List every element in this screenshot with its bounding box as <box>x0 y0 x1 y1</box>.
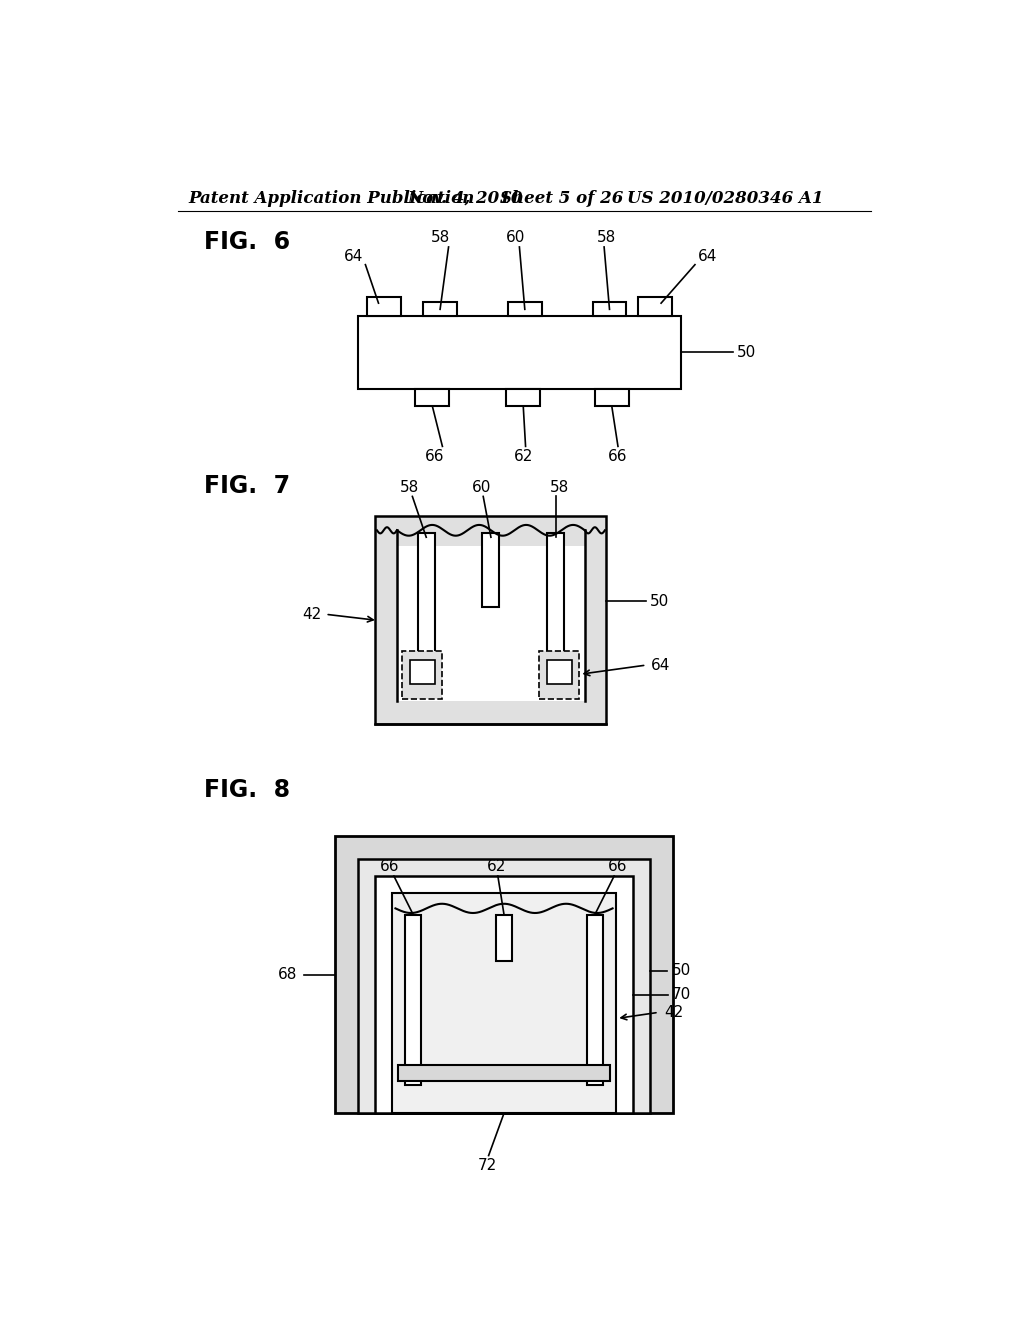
Bar <box>540 651 580 700</box>
Text: 50: 50 <box>736 345 756 360</box>
Text: 64: 64 <box>344 248 364 264</box>
Bar <box>376 516 606 725</box>
Text: 50: 50 <box>672 964 691 978</box>
Text: Sheet 5 of 26: Sheet 5 of 26 <box>500 190 624 207</box>
Bar <box>357 859 650 1113</box>
Text: 70: 70 <box>672 987 691 1002</box>
Text: Patent Application Publication: Patent Application Publication <box>188 190 475 207</box>
Text: 58: 58 <box>550 479 569 495</box>
Bar <box>375 876 634 1113</box>
Text: 68: 68 <box>279 968 298 982</box>
Text: 66: 66 <box>425 449 444 463</box>
Bar <box>416 389 450 407</box>
Text: 66: 66 <box>380 859 399 874</box>
Text: 58: 58 <box>399 479 419 495</box>
Bar <box>367 297 400 317</box>
Text: 42: 42 <box>665 1005 683 1020</box>
Text: FIG.  6: FIG. 6 <box>204 230 290 253</box>
Text: 60: 60 <box>506 230 525 246</box>
Text: 66: 66 <box>608 449 628 463</box>
Bar <box>638 297 672 317</box>
Text: 64: 64 <box>651 657 671 673</box>
Text: 66: 66 <box>608 859 628 874</box>
Bar <box>406 915 421 1085</box>
Text: 58: 58 <box>597 230 616 246</box>
Bar <box>593 302 627 317</box>
Bar <box>547 533 564 653</box>
Bar <box>595 389 629 407</box>
Bar <box>357 317 681 389</box>
Bar <box>482 533 500 607</box>
Bar <box>547 660 571 684</box>
Bar <box>397 545 585 701</box>
Bar <box>397 1065 610 1081</box>
Bar <box>402 651 442 700</box>
Text: 62: 62 <box>486 859 506 874</box>
Text: 64: 64 <box>698 248 718 264</box>
Text: FIG.  8: FIG. 8 <box>204 777 290 801</box>
Bar <box>587 915 602 1085</box>
Bar <box>418 533 435 653</box>
Text: Nov. 4, 2010: Nov. 4, 2010 <box>408 190 523 207</box>
Bar <box>423 302 457 317</box>
Text: 50: 50 <box>649 594 669 609</box>
Bar <box>391 892 616 1113</box>
Bar <box>497 915 512 961</box>
Text: 58: 58 <box>431 230 451 246</box>
Bar <box>506 389 541 407</box>
Text: FIG.  7: FIG. 7 <box>204 474 290 498</box>
Text: 60: 60 <box>472 479 492 495</box>
Text: 62: 62 <box>514 449 532 463</box>
Text: US 2010/0280346 A1: US 2010/0280346 A1 <box>628 190 823 207</box>
Bar <box>508 302 542 317</box>
Bar <box>410 660 435 684</box>
Bar <box>335 836 674 1113</box>
Text: 42: 42 <box>303 607 322 622</box>
Text: 72: 72 <box>477 1158 497 1173</box>
